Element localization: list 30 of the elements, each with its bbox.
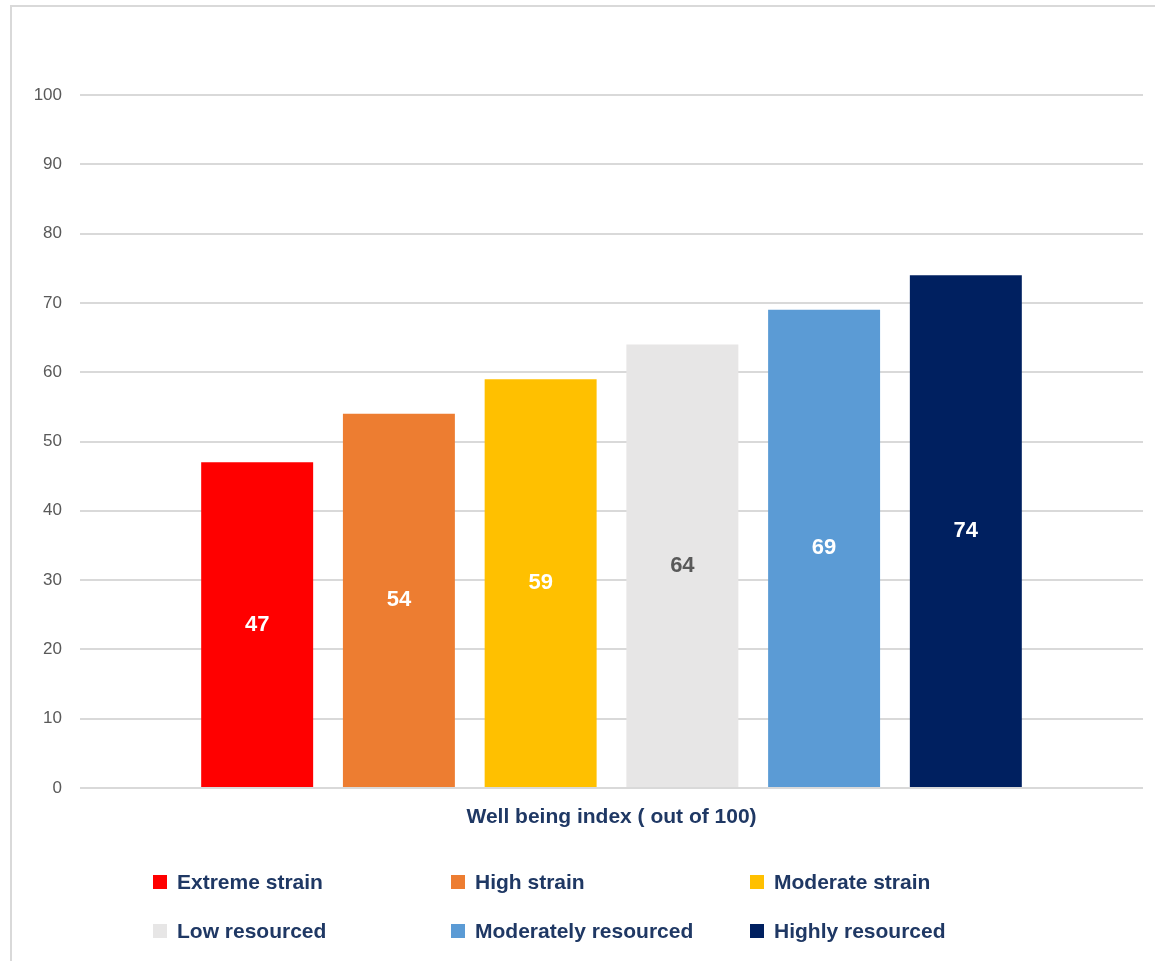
y-tick-label: 50	[43, 431, 62, 451]
y-tick-label: 60	[43, 361, 62, 381]
data-label: 64	[670, 551, 696, 577]
data-label: 47	[244, 610, 270, 636]
bar	[484, 379, 597, 787]
y-tick-label: 80	[43, 223, 62, 243]
data-label: 69	[811, 534, 837, 560]
legend-label: Extreme strain	[177, 869, 323, 893]
data-label: 54	[386, 586, 412, 612]
data-label: 59	[528, 569, 553, 595]
legend-label: High strain	[475, 869, 585, 893]
bar	[909, 275, 1022, 787]
y-tick-label: 70	[43, 292, 62, 312]
y-tick-label: 40	[43, 500, 62, 520]
data-label: 74	[953, 517, 979, 543]
y-tick-label: 100	[33, 84, 62, 104]
bar	[768, 309, 881, 787]
y-tick-label: 0	[52, 777, 62, 797]
legend-label: Moderately resourced	[475, 918, 694, 942]
legend-label: Moderate strain	[774, 869, 931, 893]
bar	[342, 413, 455, 787]
y-tick-label: 10	[43, 708, 62, 728]
y-tick-label: 20	[43, 639, 62, 659]
legend-label: Low resourced	[177, 918, 327, 942]
y-tick-label: 30	[43, 569, 62, 589]
bar	[201, 462, 314, 787]
x-tick-label: Well being index ( out of 100)	[466, 804, 757, 828]
bar	[626, 344, 739, 787]
legend-label: Highly resourced	[774, 918, 946, 942]
y-tick-label: 90	[43, 153, 62, 173]
